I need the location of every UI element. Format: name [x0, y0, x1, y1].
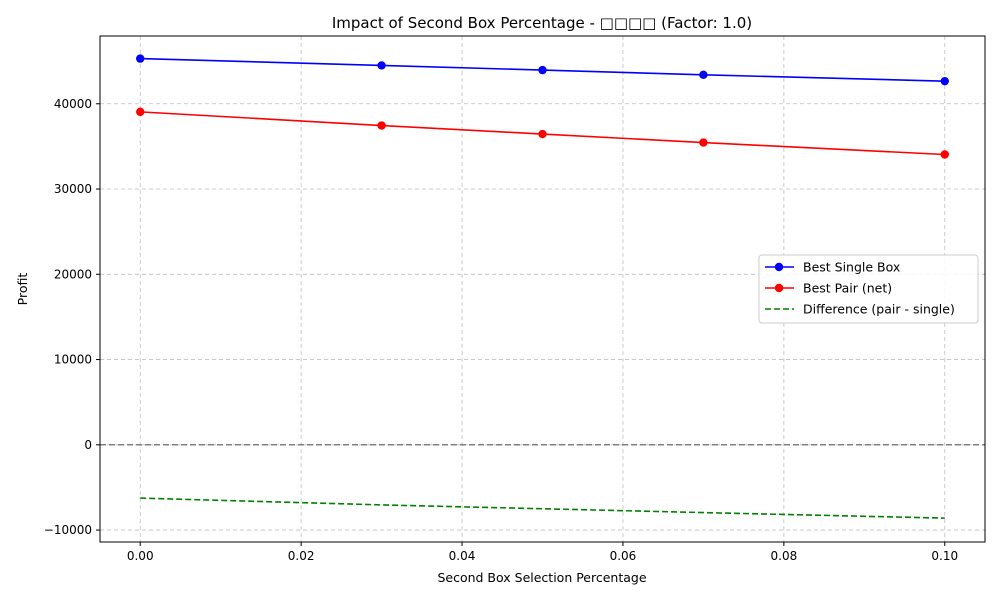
y-tick-label: 10000: [54, 353, 92, 367]
legend-entry-label: Difference (pair - single): [803, 302, 955, 317]
y-tick-label: 30000: [54, 182, 92, 196]
series-point-0: [940, 76, 949, 86]
x-tick-label: 0.04: [449, 549, 476, 563]
series-point-0: [699, 70, 708, 79]
x-axis-label: Second Box Selection Percentage: [437, 570, 646, 585]
series-point-1: [377, 121, 386, 130]
series-point-0: [538, 65, 547, 75]
series-point-1: [699, 138, 708, 147]
y-axis-label: Profit: [15, 273, 30, 306]
plot-frame: [99, 35, 986, 543]
legend-box: [758, 254, 979, 324]
legend-swatch-marker: [774, 262, 784, 272]
x-tick-label: 0.06: [610, 549, 637, 563]
y-tick-label: 0: [84, 438, 92, 452]
y-tick-label: −10000: [44, 523, 92, 537]
legend-swatch-marker: [774, 283, 784, 293]
x-tick-label: 0.02: [288, 549, 315, 563]
x-tick-label: 0.00: [127, 549, 154, 563]
series-point-1: [940, 150, 949, 159]
y-tick-label: 40000: [54, 97, 92, 111]
series-line-2: [140, 497, 945, 519]
series-point-1: [136, 107, 145, 117]
x-tick-label: 0.08: [771, 549, 798, 563]
series-point-0: [377, 61, 386, 70]
axes: 0.00 0.02 0.04 0.06 0.08 0.10 −10000 0 10000 2000…: [44, 97, 958, 563]
legend: Best Single Box Best Pair (net) Difference…: [758, 254, 979, 324]
series-point-0: [136, 54, 145, 63]
legend-entry-label: Best Single Box: [803, 260, 900, 275]
series-layer: [136, 54, 949, 519]
legend-entry-label: Best Pair (net): [803, 281, 892, 296]
x-tick-label: 0.10: [931, 549, 958, 563]
series-point-1: [538, 129, 547, 139]
chart-title: Impact of Second Box Percentage - □□□□ (…: [332, 14, 752, 32]
y-tick-label: 20000: [54, 267, 92, 281]
